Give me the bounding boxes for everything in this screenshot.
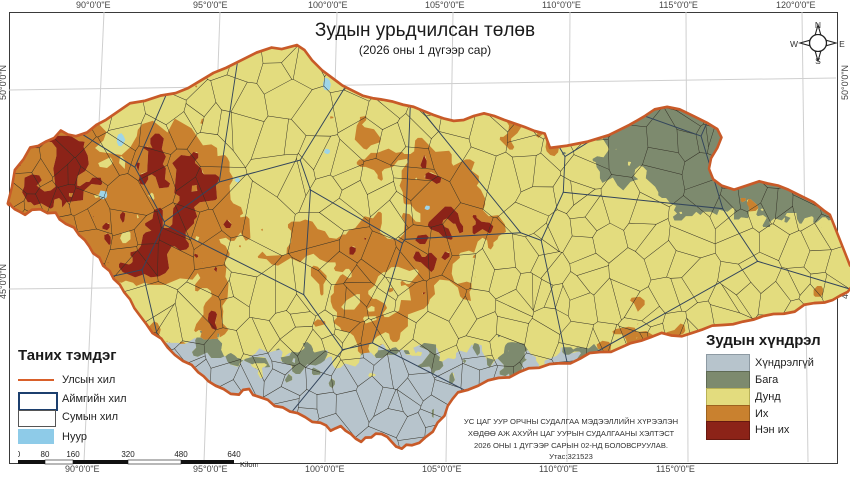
svg-text:320: 320 xyxy=(121,450,135,459)
svg-text:640: 640 xyxy=(227,450,241,459)
svg-text:80: 80 xyxy=(41,450,50,459)
svg-text:480: 480 xyxy=(174,450,188,459)
svg-text:160: 160 xyxy=(66,450,80,459)
svg-text:0: 0 xyxy=(18,450,21,459)
svg-text:Kilometers: Kilometers xyxy=(240,460,258,469)
